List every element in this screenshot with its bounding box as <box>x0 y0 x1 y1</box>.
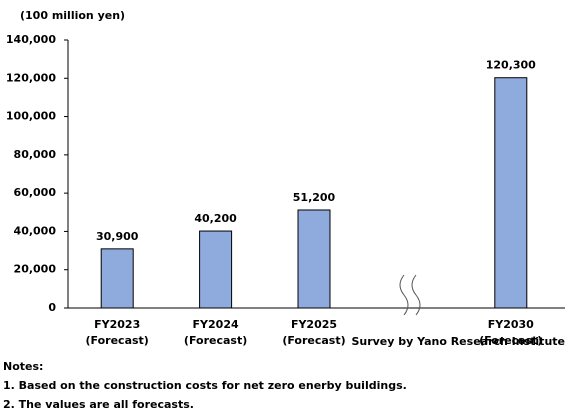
y-tick-label: 100,000 <box>6 110 56 123</box>
y-tick-label: 60,000 <box>14 186 57 199</box>
y-tick-label: 140,000 <box>6 33 56 46</box>
value-label: 30,900 <box>96 230 139 243</box>
value-label: 120,300 <box>486 59 536 72</box>
bar <box>494 77 528 309</box>
note: 1. Based on the construction costs for n… <box>3 379 407 392</box>
y-tick-label: 20,000 <box>14 263 57 276</box>
axis-break <box>399 274 421 316</box>
source: Survey by Yano Research Institute <box>351 335 565 348</box>
x-tick-label: FY2030 (Forecast) <box>479 318 543 347</box>
y-tick-label: 0 <box>48 301 56 314</box>
bar <box>100 248 134 309</box>
value-label: 40,200 <box>194 212 237 225</box>
x-tick-label: FY2025 (Forecast) <box>282 318 346 347</box>
x-tick-label: FY2023 (Forecast) <box>85 318 149 347</box>
note: 2. The values are all forecasts. <box>3 398 194 411</box>
y-tick-label: 80,000 <box>14 148 57 161</box>
unit-label: (100 million yen) <box>20 9 125 22</box>
note: Notes: <box>3 360 44 373</box>
bar <box>297 209 331 309</box>
value-label: 51,200 <box>293 191 336 204</box>
y-tick-label: 40,000 <box>14 224 57 237</box>
bar <box>199 230 233 309</box>
y-tick-label: 120,000 <box>6 71 56 84</box>
x-tick-label: FY2024 (Forecast) <box>183 318 248 347</box>
